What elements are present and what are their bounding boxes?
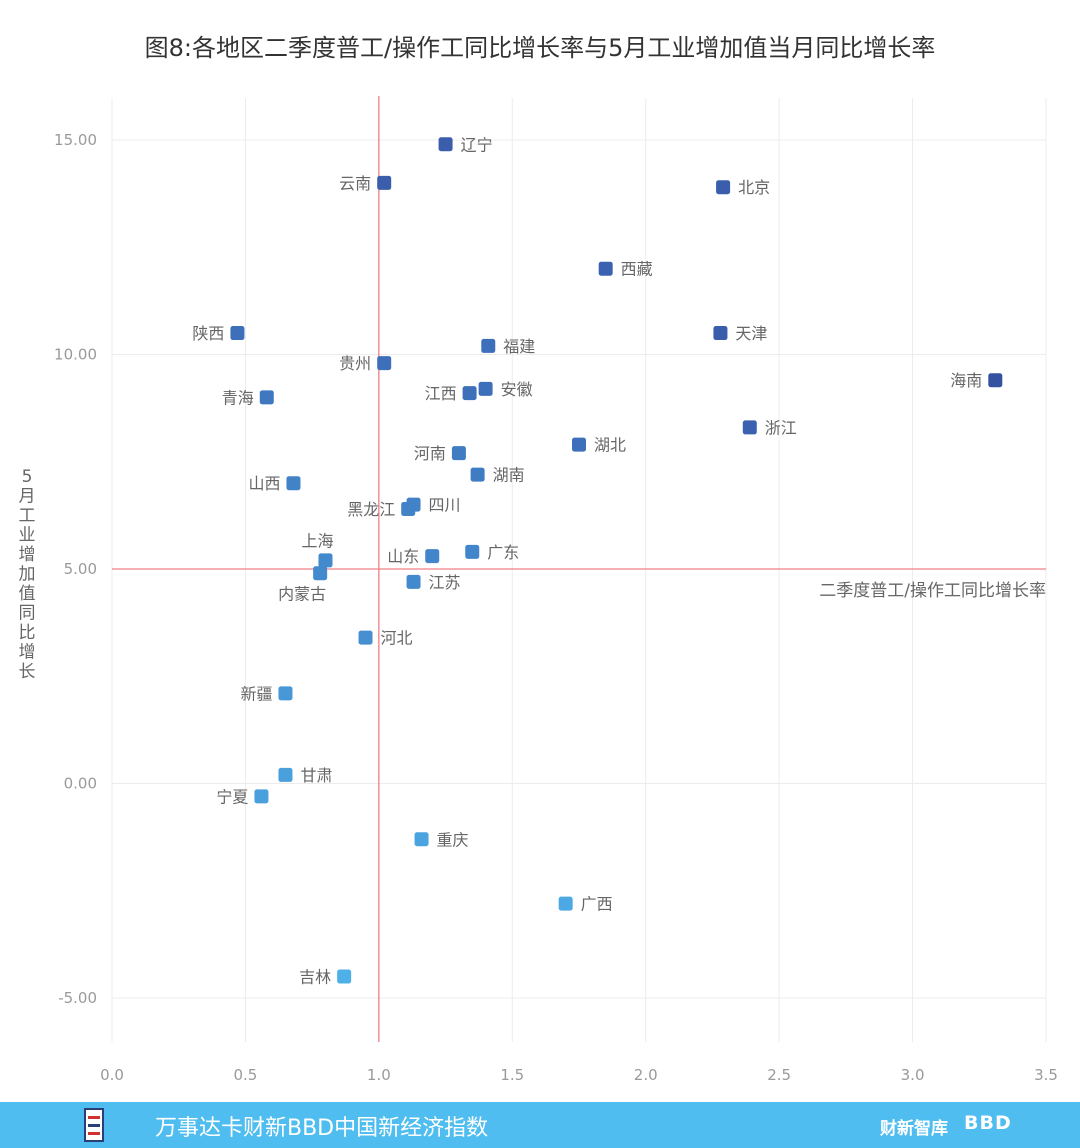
data-point[interactable] <box>414 832 429 847</box>
point-label: 山西 <box>248 474 280 493</box>
point-label: 湖南 <box>493 466 525 485</box>
footer-title: 万事达卡财新BBD中国新经济指数 <box>155 1116 489 1141</box>
scatter-chart: 0.0 0.5 1.0 1.5 2.0 2.5 3.0 3.5 -5.00 0.00 5.00 10.… <box>19 96 1058 1084</box>
y-axis-label-char: 长 <box>19 662 36 682</box>
y-tick-label: 5.00 <box>64 560 97 578</box>
x-tick-label: 3.0 <box>901 1066 925 1084</box>
data-point[interactable] <box>254 789 269 804</box>
y-axis-label-char: 业 <box>19 526 36 546</box>
data-point[interactable] <box>278 686 293 701</box>
data-point[interactable] <box>481 338 496 353</box>
data-point[interactable] <box>377 356 392 371</box>
x-tick-label: 0.5 <box>233 1066 257 1084</box>
point-label: 黑龙江 <box>347 500 395 519</box>
y-axis-label-char: 增 <box>19 643 36 663</box>
data-point[interactable] <box>318 553 333 568</box>
point-label: 内蒙古 <box>278 584 326 603</box>
data-point[interactable] <box>713 326 728 341</box>
point-label: 北京 <box>738 178 770 197</box>
x-tick-label: 3.5 <box>1034 1066 1058 1084</box>
x-tick-label: 2.5 <box>767 1066 791 1084</box>
data-point[interactable] <box>716 180 731 195</box>
data-point[interactable] <box>465 544 480 559</box>
data-point[interactable] <box>286 476 301 491</box>
x-tick-label: 1.5 <box>500 1066 524 1084</box>
y-tick-label: 15.00 <box>54 131 97 149</box>
data-point[interactable] <box>358 630 373 645</box>
point-label: 湖北 <box>594 436 626 455</box>
point-label: 江西 <box>425 384 457 403</box>
data-point[interactable] <box>425 549 440 564</box>
point-label: 四川 <box>429 496 461 515</box>
y-axis-label-char: 值 <box>19 584 36 604</box>
point-label: 山东 <box>387 547 419 566</box>
point-label: 贵州 <box>339 354 371 373</box>
bbd-brand: BBD <box>964 1112 1012 1134</box>
point-label: 福建 <box>503 337 535 356</box>
point-label: 广西 <box>581 895 613 914</box>
x-tick-label: 2.0 <box>634 1066 658 1084</box>
y-axis-label-char: 月 <box>19 487 36 507</box>
data-point[interactable] <box>406 574 421 589</box>
data-point[interactable] <box>313 566 328 581</box>
data-point[interactable] <box>451 446 466 461</box>
footer-banner: 万事达卡财新BBD中国新经济指数 财新智库 BBD <box>0 1102 1080 1148</box>
caixin-brand: 财新智库 <box>880 1119 948 1139</box>
data-points <box>230 137 1003 984</box>
point-label: 陕西 <box>192 324 224 343</box>
x-axis-label: 二季度普工/操作工同比增长率 <box>819 581 1046 601</box>
data-point[interactable] <box>462 386 477 401</box>
grid-layer <box>111 98 1047 1042</box>
data-point[interactable] <box>337 969 352 984</box>
data-point[interactable] <box>438 137 453 152</box>
point-label: 广东 <box>487 543 519 562</box>
y-tick-label: -5.00 <box>58 989 97 1007</box>
point-label: 青海 <box>222 388 254 407</box>
data-point[interactable] <box>230 326 245 341</box>
y-axis-label-char: 5 <box>22 467 33 487</box>
point-label: 吉林 <box>299 968 331 987</box>
data-point[interactable] <box>572 437 586 452</box>
x-tick-label: 0.0 <box>100 1066 124 1084</box>
y-tick-label: 10.00 <box>54 346 97 364</box>
data-point[interactable] <box>377 175 392 190</box>
point-label: 天津 <box>735 324 767 343</box>
data-point[interactable] <box>558 896 573 911</box>
data-point[interactable] <box>478 381 493 396</box>
nei-logo-icon <box>84 1108 104 1142</box>
point-label: 安徽 <box>501 380 533 399</box>
data-point[interactable] <box>988 373 1003 388</box>
reference-lines <box>112 96 1046 1042</box>
y-tick-label: 0.00 <box>64 775 97 793</box>
y-axis-label-char: 增 <box>19 545 36 565</box>
point-label: 辽宁 <box>461 135 493 154</box>
point-label: 新疆 <box>240 684 272 703</box>
chart-title: 图8:各地区二季度普工/操作工同比增长率与5月工业增加值当月同比增长率 <box>144 34 936 62</box>
data-point[interactable] <box>598 261 613 276</box>
point-label: 云南 <box>339 174 371 193</box>
point-label: 江苏 <box>429 573 461 592</box>
y-axis-label-char: 加 <box>19 565 36 585</box>
point-label: 海南 <box>950 371 982 390</box>
y-axis-label-char: 比 <box>19 623 36 643</box>
point-label: 河北 <box>381 629 413 648</box>
y-axis-label-char: 同 <box>19 604 36 624</box>
data-point[interactable] <box>259 390 274 405</box>
tick-labels: 0.0 0.5 1.0 1.5 2.0 2.5 3.0 3.5 -5.00 0.00 5.00 10.… <box>54 131 1058 1084</box>
data-point[interactable] <box>278 767 293 782</box>
data-point[interactable] <box>401 501 416 516</box>
point-label: 西藏 <box>621 260 653 279</box>
point-label: 河南 <box>414 444 446 463</box>
point-label: 甘肃 <box>300 766 332 785</box>
x-tick-label: 1.0 <box>367 1066 391 1084</box>
point-label: 浙江 <box>765 418 797 437</box>
data-point[interactable] <box>470 467 485 482</box>
data-point[interactable] <box>742 420 757 435</box>
point-label: 重庆 <box>437 830 469 849</box>
point-label: 上海 <box>301 531 333 550</box>
y-axis-label-char: 工 <box>19 506 36 526</box>
point-label: 宁夏 <box>216 787 248 806</box>
